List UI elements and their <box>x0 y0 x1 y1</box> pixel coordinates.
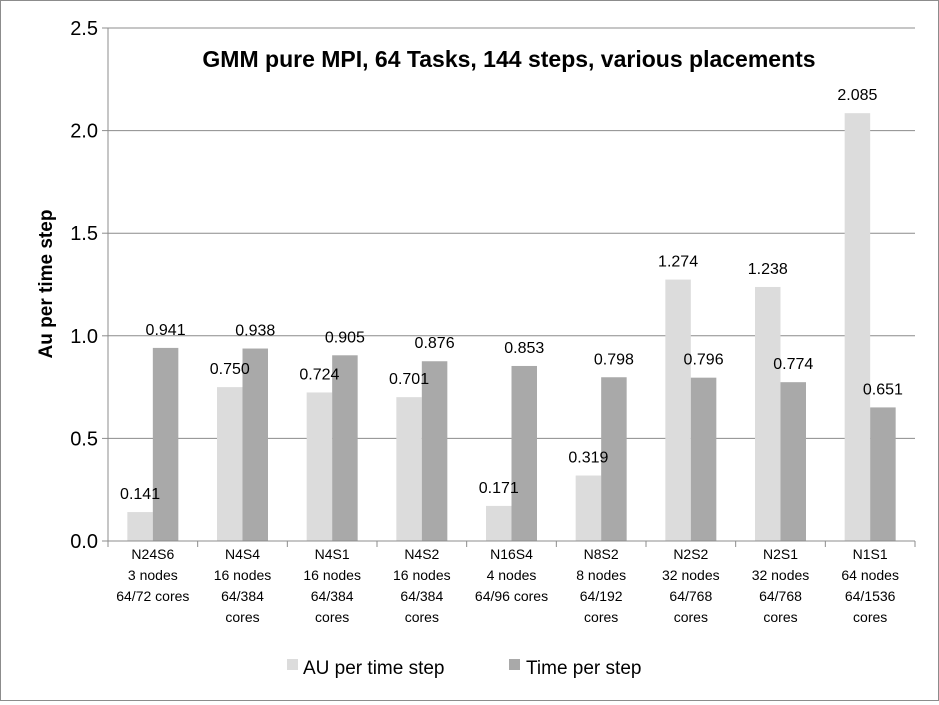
data-label: 2.085 <box>837 87 877 104</box>
legend: AU per time step Time per step <box>287 658 641 679</box>
y-tick-label: 0.5 <box>70 428 98 450</box>
category-label: 3 nodes <box>128 567 178 583</box>
category-label: cores <box>584 609 618 625</box>
category-label: 64/384 <box>311 588 354 604</box>
data-label: 0.774 <box>773 356 813 373</box>
bar-au-3 <box>396 397 422 541</box>
category-label: N1S1 <box>853 546 888 562</box>
bars <box>127 113 896 542</box>
chart-title: GMM pure MPI, 64 Tasks, 144 steps, vario… <box>202 46 815 72</box>
category-label: N8S2 <box>584 546 619 562</box>
bar-time-8 <box>870 407 896 541</box>
bar-au-6 <box>665 279 691 541</box>
category-label: cores <box>853 609 887 625</box>
category-label: 16 nodes <box>303 567 361 583</box>
bar-time-7 <box>780 382 806 541</box>
data-label: 0.319 <box>568 450 608 467</box>
category-label: cores <box>315 609 349 625</box>
data-label: 0.796 <box>684 352 724 369</box>
category-labels: N24S6 3 nodes 64/72 cores N4S4 16 nodes 64/38… <box>116 546 899 625</box>
category-label: 64/384 <box>400 588 443 604</box>
bar-au-2 <box>306 392 333 541</box>
bar-time-0 <box>152 347 179 541</box>
bar-au-1 <box>217 387 243 541</box>
category-label: N2S2 <box>673 546 708 562</box>
category-label: 4 nodes <box>487 567 537 583</box>
data-labels: 0.141 0.941 0.750 0.938 0.724 0.905 0.701 0.876… <box>120 87 903 503</box>
category-label: N16S4 <box>490 546 533 562</box>
category-label: 16 nodes <box>393 567 451 583</box>
category-label: 64/72 cores <box>116 588 189 604</box>
bar-time-6 <box>690 377 717 541</box>
category-label: 8 nodes <box>576 567 626 583</box>
data-label: 0.938 <box>235 323 275 340</box>
category-label: N4S4 <box>225 546 260 562</box>
bar-time-3 <box>421 361 448 541</box>
bar-au-5 <box>575 475 602 541</box>
axes <box>107 28 916 547</box>
data-label: 1.238 <box>748 261 788 278</box>
data-label: 0.171 <box>479 480 519 497</box>
y-axis-ticks: 0.0 0.5 1.0 1.5 2.0 2.5 <box>70 18 108 553</box>
bar-au-8 <box>844 113 871 542</box>
legend-swatch <box>287 659 298 670</box>
category-label: cores <box>225 609 259 625</box>
category-label: cores <box>763 609 797 625</box>
bar-time-1 <box>242 348 268 541</box>
legend-label: AU per time step <box>303 658 445 679</box>
data-label: 0.750 <box>210 361 250 378</box>
bar-time-4 <box>511 365 537 541</box>
category-label: cores <box>674 609 708 625</box>
bar-time-5 <box>601 377 627 541</box>
category-label: N4S2 <box>404 546 439 562</box>
legend-label: Time per step <box>526 658 641 679</box>
data-label: 0.853 <box>504 340 544 357</box>
category-label: 32 nodes <box>752 567 810 583</box>
data-label: 0.798 <box>594 351 634 368</box>
legend-swatch <box>509 659 520 670</box>
bar-au-4 <box>486 505 512 541</box>
category-label: 64/384 <box>221 588 264 604</box>
y-tick-label: 1.0 <box>70 326 98 348</box>
bar-au-7 <box>755 286 781 541</box>
category-label: 64/768 <box>759 588 802 604</box>
data-label: 0.905 <box>325 329 365 346</box>
data-label: 1.274 <box>658 254 698 271</box>
y-tick-label: 2.5 <box>70 18 98 40</box>
y-tick-label: 2.0 <box>70 121 98 143</box>
data-label: 0.141 <box>120 486 160 503</box>
category-label: N24S6 <box>131 546 174 562</box>
data-label: 0.701 <box>389 371 429 388</box>
bar-au-0 <box>127 512 153 541</box>
data-label: 0.724 <box>299 366 339 383</box>
category-label: 32 nodes <box>662 567 720 583</box>
category-label: 64/1536 <box>845 588 896 604</box>
category-label: 64/192 <box>580 588 623 604</box>
data-label: 0.941 <box>146 322 186 339</box>
data-label: 0.651 <box>863 381 903 398</box>
bar-time-2 <box>332 355 358 541</box>
category-label: 16 nodes <box>214 567 272 583</box>
category-label: 64/768 <box>669 588 712 604</box>
y-tick-label: 0.0 <box>70 531 98 553</box>
y-axis-title: Au per time step <box>36 210 57 359</box>
category-label: N4S1 <box>315 546 350 562</box>
category-label: 64 nodes <box>841 567 899 583</box>
category-label: 64/96 cores <box>475 588 548 604</box>
category-label: cores <box>405 609 439 625</box>
category-label: N2S1 <box>763 546 798 562</box>
data-label: 0.876 <box>415 335 455 352</box>
y-tick-label: 1.5 <box>70 223 98 245</box>
